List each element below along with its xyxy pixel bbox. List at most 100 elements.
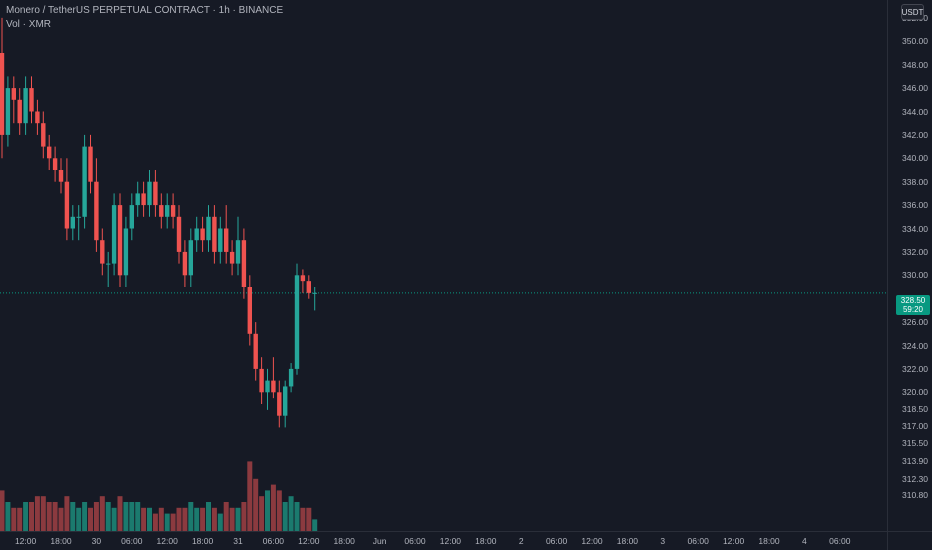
candle-body <box>271 380 276 393</box>
candle-body <box>229 251 235 264</box>
candle-body <box>241 240 247 287</box>
price-tick-label: 338.00 <box>902 176 928 187</box>
time-tick-label: 06:00 <box>121 536 143 546</box>
time-axis[interactable]: 12:00 18:00 30 06:00 12:00 18:00 31 06:00 12:00 1… <box>0 531 887 550</box>
time-tick-label: 06:00 <box>404 536 426 546</box>
time-tick-label: Jun <box>372 536 387 546</box>
candle-body <box>52 158 58 170</box>
symbol-title[interactable]: Monero / TetherUS PERPETUAL CONTRACT · 1… <box>6 5 284 16</box>
price-tick-label: 346.00 <box>902 83 928 94</box>
candle-body <box>200 228 205 241</box>
candle-body <box>82 146 87 217</box>
time-tick-label: 12:00 <box>156 536 178 546</box>
candle-body <box>224 228 229 252</box>
volume-bar <box>11 507 17 531</box>
candle-body <box>153 181 158 206</box>
volume-bar <box>123 502 129 531</box>
price-tick-label: 318.50 <box>902 404 928 415</box>
time-tick-label: 18:00 <box>475 536 497 546</box>
candle-body <box>253 333 258 369</box>
candle-body <box>283 386 288 416</box>
price-tick-label: 330.00 <box>902 270 928 281</box>
time-tick-label: 18:00 <box>50 536 72 546</box>
candle-body <box>288 368 294 387</box>
candle-body <box>64 181 70 229</box>
candle-body <box>23 88 28 124</box>
candle-body <box>235 240 241 264</box>
candle-body <box>141 193 146 206</box>
candle-body <box>182 251 188 276</box>
volume-bar <box>188 502 194 531</box>
chart-plot-area[interactable]: Monero / TetherUS PERPETUAL CONTRACT · 1… <box>0 0 887 531</box>
volume-bar <box>158 507 164 531</box>
volume-bar <box>23 502 29 531</box>
volume-bar <box>265 490 270 531</box>
time-tick-label: 06:00 <box>829 536 851 546</box>
volume-bar <box>306 507 312 531</box>
volume-bar <box>40 496 46 531</box>
volume-bar <box>152 513 158 531</box>
candle-body <box>5 88 11 135</box>
time-tick-label: 18:00 <box>191 536 214 546</box>
axis-corner <box>887 531 932 550</box>
candle-body <box>165 205 170 217</box>
price-tick-label: 340.00 <box>902 153 928 164</box>
candle-body <box>247 287 252 334</box>
volume-bar <box>17 507 23 531</box>
volume-bar <box>200 507 206 531</box>
volume-bar <box>52 502 58 531</box>
last-price-label: 328.50 59:20 <box>896 295 930 315</box>
price-tick-label: 326.00 <box>902 317 928 328</box>
price-tick-label: 336.00 <box>902 200 928 211</box>
candle-body <box>300 275 306 282</box>
volume-bar <box>0 490 5 531</box>
time-tick-label: 30 <box>91 536 102 546</box>
price-tick-label: 320.00 <box>902 387 928 398</box>
price-tick-label: 344.00 <box>902 106 928 117</box>
time-tick-label: 3 <box>660 536 666 546</box>
price-tick-label: 334.00 <box>902 223 928 234</box>
volume-bar <box>147 507 152 531</box>
candle-body <box>41 123 46 147</box>
volume-bar <box>99 496 105 531</box>
candle-body <box>106 263 111 265</box>
volume-bar <box>46 502 52 531</box>
time-tick-label: 4 <box>802 536 807 546</box>
time-tick-label: 12:00 <box>298 536 320 546</box>
candle-body <box>58 170 64 182</box>
price-tick-label: 317.00 <box>902 420 928 431</box>
candle-body <box>0 53 5 135</box>
candle-body <box>212 216 217 252</box>
time-tick-label: 2 <box>518 536 524 546</box>
candle-body <box>312 292 317 294</box>
currency-button[interactable]: USDT <box>901 4 924 20</box>
volume-indicator-label[interactable]: Vol · XMR <box>6 19 52 30</box>
volume-bar <box>135 502 141 531</box>
time-tick-label: 06:00 <box>545 536 568 546</box>
volume-bar <box>229 507 235 531</box>
price-tick-label: 332.00 <box>902 246 928 257</box>
candlestick-chart[interactable] <box>0 0 887 531</box>
volume-bar <box>117 496 123 531</box>
volume-bar <box>247 461 253 531</box>
candle-body <box>47 146 52 159</box>
candle-body <box>129 205 134 229</box>
volume-bar <box>312 519 318 531</box>
volume-bar <box>223 502 229 531</box>
time-tick-label: 12:00 <box>439 536 462 546</box>
volume-bar <box>270 484 276 531</box>
volume-bar <box>34 496 40 531</box>
price-tick-label: 315.50 <box>902 437 928 448</box>
price-axis[interactable]: 352.00350.00348.00346.00344.00342.00340.… <box>887 0 932 531</box>
candle-body <box>176 216 182 252</box>
volume-bar <box>206 502 211 531</box>
candle-body <box>306 281 311 293</box>
candle-body <box>188 240 193 276</box>
price-tick-label: 342.00 <box>902 129 928 140</box>
candle-body <box>70 216 75 229</box>
chart-legend: Monero / TetherUS PERPETUAL CONTRACT · 1… <box>6 4 283 32</box>
volume-bar <box>300 507 306 531</box>
volume-bar <box>82 502 88 531</box>
time-tick-label: 06:00 <box>262 536 285 546</box>
price-tick-label: 324.00 <box>902 340 928 351</box>
